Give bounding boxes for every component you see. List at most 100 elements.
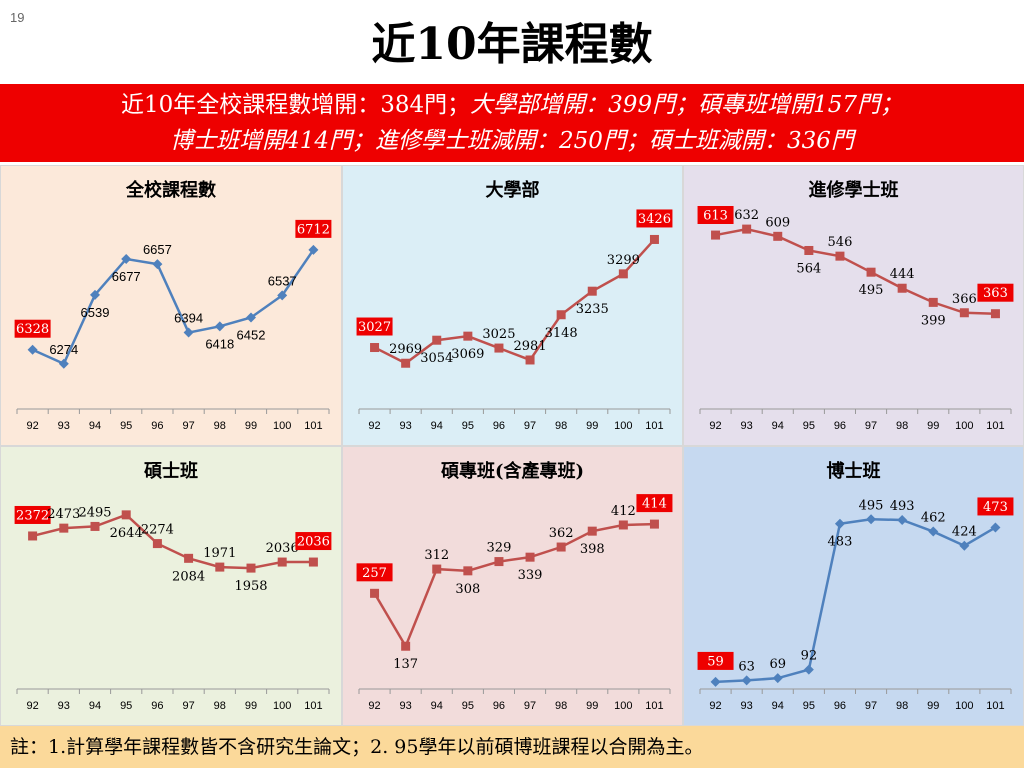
x-tick-label: 96: [834, 420, 846, 432]
data-label-box: [295, 532, 332, 551]
x-tick-label: 96: [151, 420, 163, 432]
data-point: [773, 231, 783, 241]
chart-title: 碩專班(含產專班): [441, 460, 584, 482]
data-label: 495: [859, 283, 884, 298]
chart-title: 大學部: [486, 179, 540, 201]
x-tick-label: 92: [368, 700, 380, 712]
x-tick-label: 96: [834, 700, 846, 712]
x-tick-label: 94: [772, 420, 784, 432]
series-line: [373, 522, 655, 650]
x-tick-label: 97: [524, 420, 536, 432]
data-label: 2274: [141, 523, 174, 538]
data-label: 308: [455, 582, 480, 597]
data-point: [835, 251, 845, 261]
x-tick-label: 97: [182, 700, 194, 712]
x-tick-label: 93: [741, 420, 753, 432]
x-tick-label: 97: [182, 420, 194, 432]
chart-panel-exec-master: 碩專班(含產專班) 92 93 94 95 96 97 98 99 100 101 257 137 312…: [342, 446, 683, 726]
x-tick-label: 96: [151, 700, 163, 712]
data-point: [990, 309, 1000, 319]
data-label: 493: [890, 499, 915, 514]
x-tick-label: 94: [772, 700, 784, 712]
data-point: [928, 526, 939, 537]
x-tick-label: 101: [304, 420, 322, 432]
data-label: 412: [611, 504, 636, 519]
data-label: 462: [921, 511, 946, 526]
data-label: 339: [518, 568, 543, 583]
chart-background: [1, 166, 341, 445]
data-point: [214, 321, 225, 332]
x-tick-label: 92: [26, 700, 38, 712]
data-label: 2473: [47, 507, 80, 522]
data-label: 3148: [545, 326, 578, 341]
x-tick-label: 99: [927, 700, 939, 712]
data-label: 312: [424, 548, 449, 563]
data-point: [803, 664, 814, 675]
data-label-box: [977, 497, 1014, 516]
data-point: [152, 259, 163, 270]
chart-doctoral: 博士班 92 93 94 95 96 97 98 99 100 101 59 63 69 92 483 495 4…: [684, 447, 1023, 725]
chart-title: 進修學士班: [809, 179, 899, 201]
data-label: 6452: [237, 327, 266, 342]
series-line: [715, 517, 997, 684]
data-label: 3027: [358, 320, 391, 335]
data-label: 3069: [451, 347, 484, 362]
x-tick-label: 98: [214, 420, 226, 432]
data-point: [990, 522, 1001, 533]
data-label: 399: [921, 313, 946, 328]
data-point: [494, 343, 504, 353]
data-label: 6537: [268, 273, 297, 288]
data-point: [59, 523, 69, 533]
chart-background: [1, 447, 341, 725]
data-label: 59: [707, 654, 724, 669]
data-label: 398: [580, 542, 605, 557]
chart-exec-master: 碩專班(含產專班) 92 93 94 95 96 97 98 99 100 101 257 137 312…: [343, 447, 682, 725]
data-label: 2969: [389, 342, 422, 357]
data-point: [277, 557, 287, 567]
data-point: [90, 289, 100, 300]
footnote: 註：1.計算學年課程數皆不含研究生論文；2. 95學年以前碩博班課程以合開為主。: [0, 726, 1024, 768]
data-label-box: [356, 563, 393, 582]
x-tick-label: 99: [245, 700, 257, 712]
data-point: [121, 253, 132, 264]
data-label-box: [636, 209, 673, 228]
data-point: [834, 518, 845, 529]
x-tick-label: 101: [304, 700, 322, 712]
data-label: 3025: [482, 327, 515, 342]
data-label: 6418: [205, 336, 234, 351]
data-point: [525, 552, 535, 562]
series-line: [32, 249, 315, 366]
data-label-box: [977, 283, 1014, 302]
data-point: [308, 244, 319, 255]
data-label: 1958: [234, 579, 267, 594]
x-tick-label: 100: [955, 420, 973, 432]
x-tick-label: 94: [431, 420, 443, 432]
banner-line-1: 近10年全校課程數增開：384門；大學部增開：399門；碩專班增開157門；: [0, 87, 1024, 123]
x-tick-label: 98: [896, 700, 908, 712]
data-label-box: [636, 494, 673, 513]
data-label-box: [697, 651, 734, 670]
chart-panel-doctoral: 博士班 92 93 94 95 96 97 98 99 100 101 59 63 69 92 483 495 4…: [683, 446, 1024, 726]
x-tick-label: 99: [245, 420, 257, 432]
data-point: [463, 566, 473, 576]
series-line: [32, 513, 314, 570]
data-label: 632: [734, 208, 759, 223]
x-tick-label: 96: [493, 420, 505, 432]
data-point: [618, 269, 628, 279]
slide-number: 19: [10, 10, 25, 25]
data-label: 6328: [16, 322, 49, 337]
data-label: 495: [859, 498, 884, 513]
x-tick-label: 101: [986, 420, 1004, 432]
data-point: [246, 312, 256, 323]
x-tick-label: 92: [709, 420, 721, 432]
data-label: 3299: [607, 253, 640, 268]
chart-title: 全校課程數: [125, 179, 216, 201]
chart-background: [343, 447, 682, 725]
data-label: 424: [952, 525, 977, 540]
banner-line-1b: 大學部增開：399門；碩專班增開157門；: [470, 92, 903, 118]
data-label: 2036: [297, 535, 330, 550]
x-tick-label: 93: [741, 700, 753, 712]
data-point: [370, 588, 380, 598]
data-point: [432, 335, 442, 345]
